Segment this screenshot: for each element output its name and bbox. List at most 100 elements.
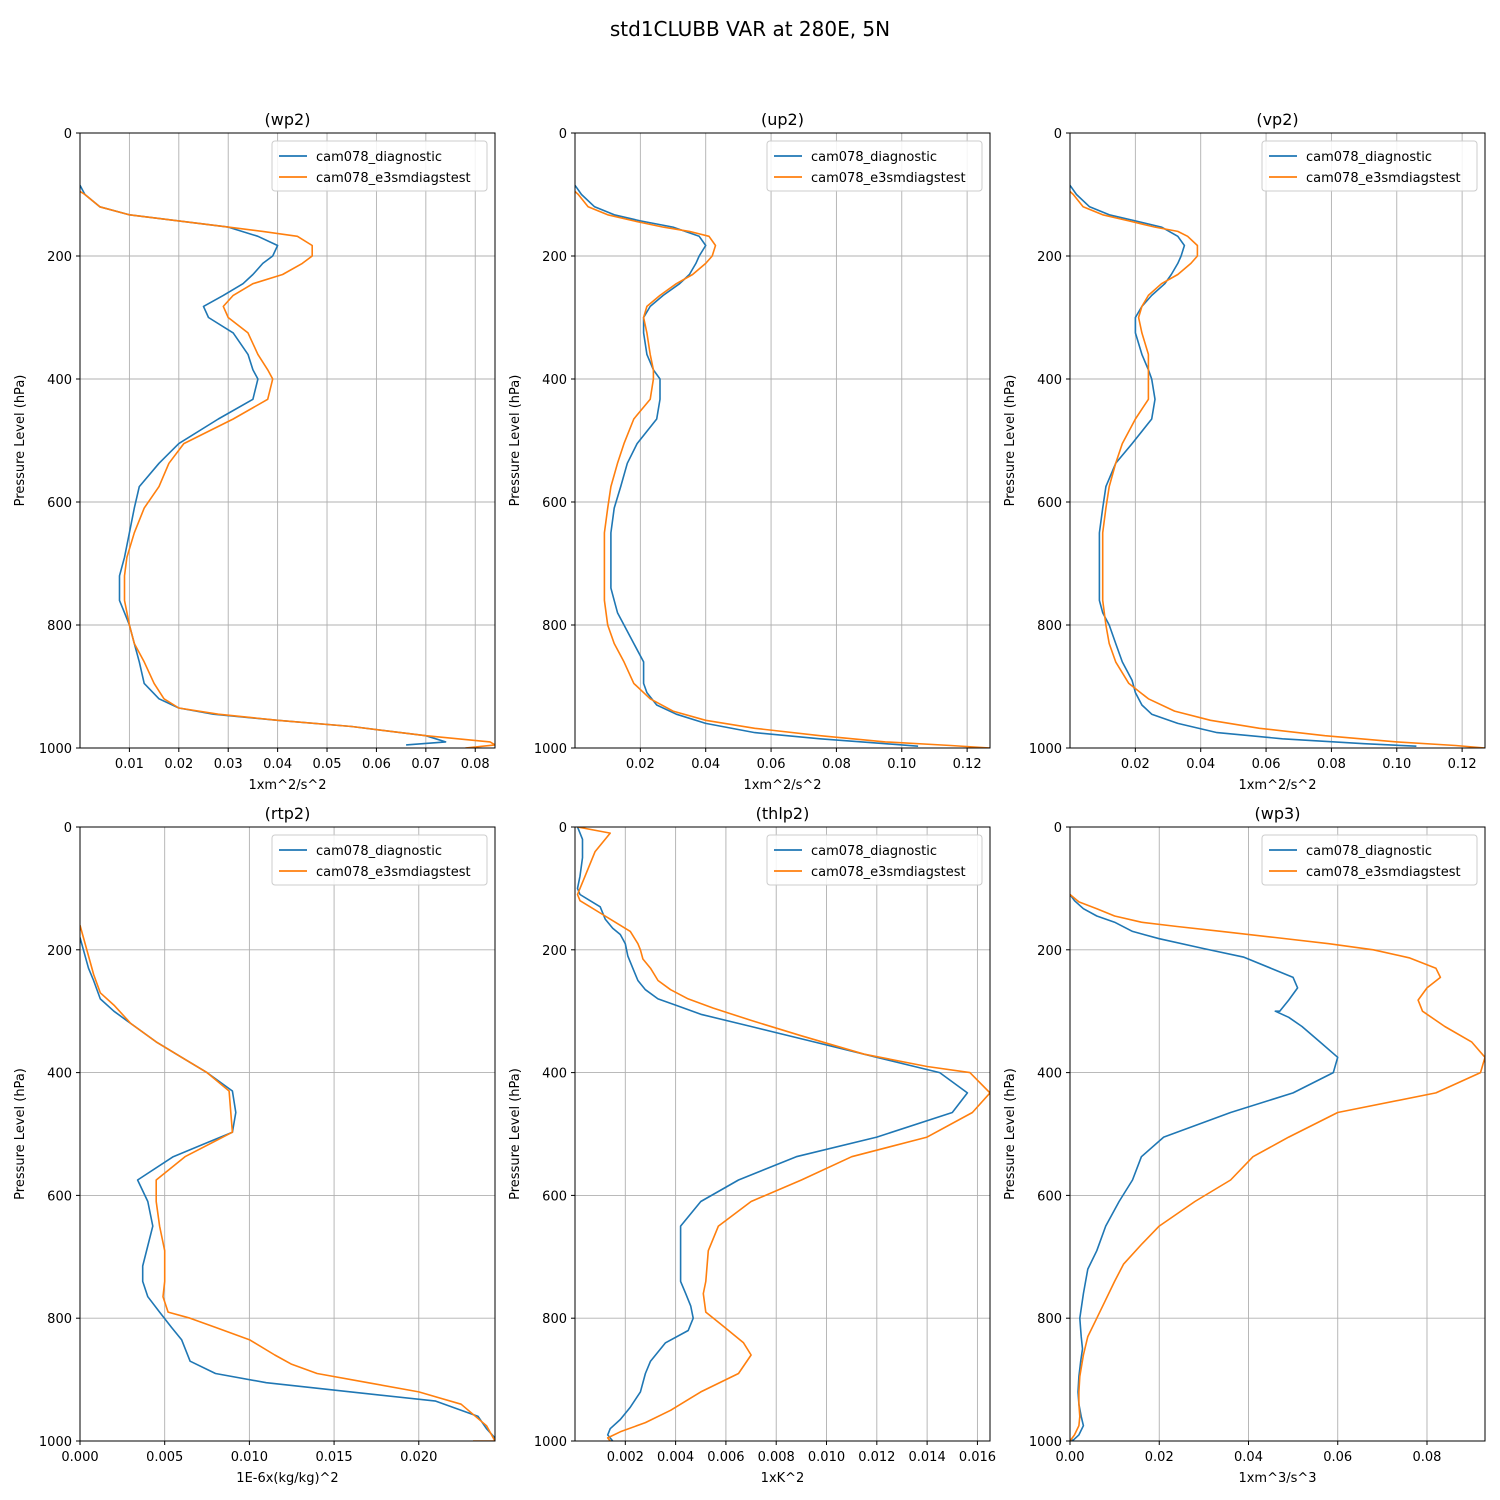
- y-tick-label: 800: [1037, 1312, 1062, 1327]
- y-tick-label: 800: [47, 619, 72, 634]
- y-axis-label: Pressure Level (hPa): [13, 375, 28, 507]
- legend: cam078_diagnostic cam078_e3smdiagstest: [766, 140, 983, 192]
- x-tick-label: 0.02: [626, 757, 655, 772]
- y-tick-label: 0: [559, 821, 567, 836]
- y-tick-label: 1000: [534, 742, 567, 757]
- legend-label: cam078_diagnostic: [811, 844, 937, 859]
- x-tick-label: 0.008: [758, 1450, 795, 1465]
- plot-frame: [574, 132, 991, 749]
- y-axis-label: Pressure Level (hPa): [508, 1068, 523, 1200]
- panel-4: 0.000 0.005 0.010 0.015 0.020 0 200 400 600 800 10…: [13, 804, 496, 1486]
- y-tick-label: 800: [1037, 619, 1062, 634]
- panel-6: 0.00 0.02 0.04 0.06 0.08 0 200 400 600 800 1000 (wp…: [1003, 804, 1486, 1486]
- y-tick-label: 400: [47, 1067, 72, 1082]
- x-tick-label: 0.08: [822, 757, 851, 772]
- legend: cam078_diagnostic cam078_e3smdiagstest: [766, 834, 983, 886]
- legend-label: cam078_e3smdiagstest: [316, 171, 471, 186]
- legend-label: cam078_diagnostic: [1306, 844, 1432, 859]
- legend-box: [1261, 834, 1478, 886]
- series-group: [575, 184, 990, 748]
- x-tick-label: 0.010: [808, 1450, 845, 1465]
- x-axis-label: 1E-6x(kg/kg)^2: [236, 1471, 338, 1486]
- series-group: [576, 827, 990, 1441]
- y-tick-label: 1000: [1029, 742, 1062, 757]
- y-tick-label: 1000: [39, 742, 72, 757]
- x-axis-label: 1xK^2: [761, 1471, 805, 1486]
- y-tick-label: 600: [1037, 496, 1062, 511]
- panel-title: (rtp2): [265, 804, 311, 823]
- x-tick-label: 0.08: [461, 757, 490, 772]
- y-tick-label: 1000: [39, 1435, 72, 1450]
- legend-label: cam078_e3smdiagstest: [811, 171, 966, 186]
- x-tick-label: 0.05: [313, 757, 342, 772]
- x-tick-label: 0.06: [757, 757, 786, 772]
- y-tick-label: 200: [1037, 250, 1062, 265]
- y-tick-label: 600: [1037, 1189, 1062, 1204]
- x-tick-label: 0.12: [1448, 757, 1477, 772]
- x-tick-label: 0.04: [1186, 757, 1215, 772]
- plot-frame: [1069, 826, 1486, 1442]
- x-tick-label: 0.12: [953, 757, 982, 772]
- x-tick-label: 0.04: [263, 757, 292, 772]
- panel-title: (up2): [761, 110, 804, 129]
- y-tick-label: 200: [47, 944, 72, 959]
- y-tick-label: 0: [1054, 127, 1062, 142]
- y-tick-label: 400: [1037, 1067, 1062, 1082]
- x-tick-label: 0.005: [146, 1450, 183, 1465]
- legend-box: [271, 834, 488, 886]
- x-tick-label: 0.02: [1121, 757, 1150, 772]
- legend-box: [766, 140, 983, 192]
- legend-label: cam078_e3smdiagstest: [1306, 865, 1461, 880]
- x-axis-label: 1xm^3/s^3: [1238, 1471, 1316, 1486]
- x-tick-label: 0.06: [362, 757, 391, 772]
- legend: cam078_diagnostic cam078_e3smdiagstest: [271, 140, 488, 192]
- legend: cam078_diagnostic cam078_e3smdiagstest: [1261, 140, 1478, 192]
- x-tick-label: 0.06: [1252, 757, 1281, 772]
- series-line-e3smdiagstest: [80, 190, 495, 748]
- panel-5: 0.002 0.004 0.006 0.008 0.010 0.012 0.014 0.016…: [508, 804, 996, 1486]
- x-tick-label: 0.02: [164, 757, 193, 772]
- x-tick-label: 0.04: [1234, 1450, 1263, 1465]
- y-axis-label: Pressure Level (hPa): [13, 1068, 28, 1200]
- series-line-diagnostic: [80, 937, 495, 1439]
- y-tick-label: 400: [542, 373, 567, 388]
- x-tick-label: 0.014: [909, 1450, 946, 1465]
- legend-box: [766, 834, 983, 886]
- figure-title: std1CLUBB VAR at 280E, 5N: [610, 17, 890, 41]
- panel-title: (wp3): [1255, 804, 1301, 823]
- y-axis-label: Pressure Level (hPa): [1003, 375, 1018, 507]
- y-tick-label: 600: [542, 496, 567, 511]
- series-group: [80, 924, 495, 1441]
- y-tick-label: 0: [1054, 821, 1062, 836]
- panel-1: 0.01 0.02 0.03 0.04 0.05 0.06 0.07 0.08 0 200 400 6…: [13, 110, 496, 793]
- series-line-e3smdiagstest: [1070, 893, 1485, 1441]
- y-tick-label: 0: [64, 127, 72, 142]
- legend-label: cam078_e3smdiagstest: [811, 865, 966, 880]
- series-line-diagnostic: [80, 184, 447, 746]
- series-line-diagnostic: [576, 827, 969, 1441]
- x-tick-label: 0.020: [400, 1450, 437, 1465]
- x-tick-label: 0.07: [411, 757, 440, 772]
- x-tick-label: 0.004: [657, 1450, 694, 1465]
- legend-label: cam078_diagnostic: [1306, 150, 1432, 165]
- series-line-diagnostic: [1070, 184, 1417, 747]
- x-tick-label: 0.10: [1382, 757, 1411, 772]
- x-tick-label: 0.010: [231, 1450, 268, 1465]
- x-tick-label: 0.03: [214, 757, 243, 772]
- series-line-diagnostic: [1070, 894, 1339, 1441]
- series-group: [80, 184, 495, 748]
- y-tick-label: 800: [542, 619, 567, 634]
- x-tick-label: 0.000: [61, 1450, 98, 1465]
- panel-title: (wp2): [265, 110, 311, 129]
- panel-title: (vp2): [1256, 110, 1298, 129]
- y-tick-label: 200: [47, 250, 72, 265]
- y-tick-label: 600: [47, 1189, 72, 1204]
- y-tick-label: 600: [542, 1189, 567, 1204]
- y-axis-label: Pressure Level (hPa): [508, 375, 523, 507]
- y-tick-label: 1000: [1029, 1435, 1062, 1450]
- y-tick-label: 200: [542, 250, 567, 265]
- series-group: [1070, 184, 1485, 748]
- plot-frame: [79, 826, 496, 1442]
- x-tick-label: 0.012: [858, 1450, 895, 1465]
